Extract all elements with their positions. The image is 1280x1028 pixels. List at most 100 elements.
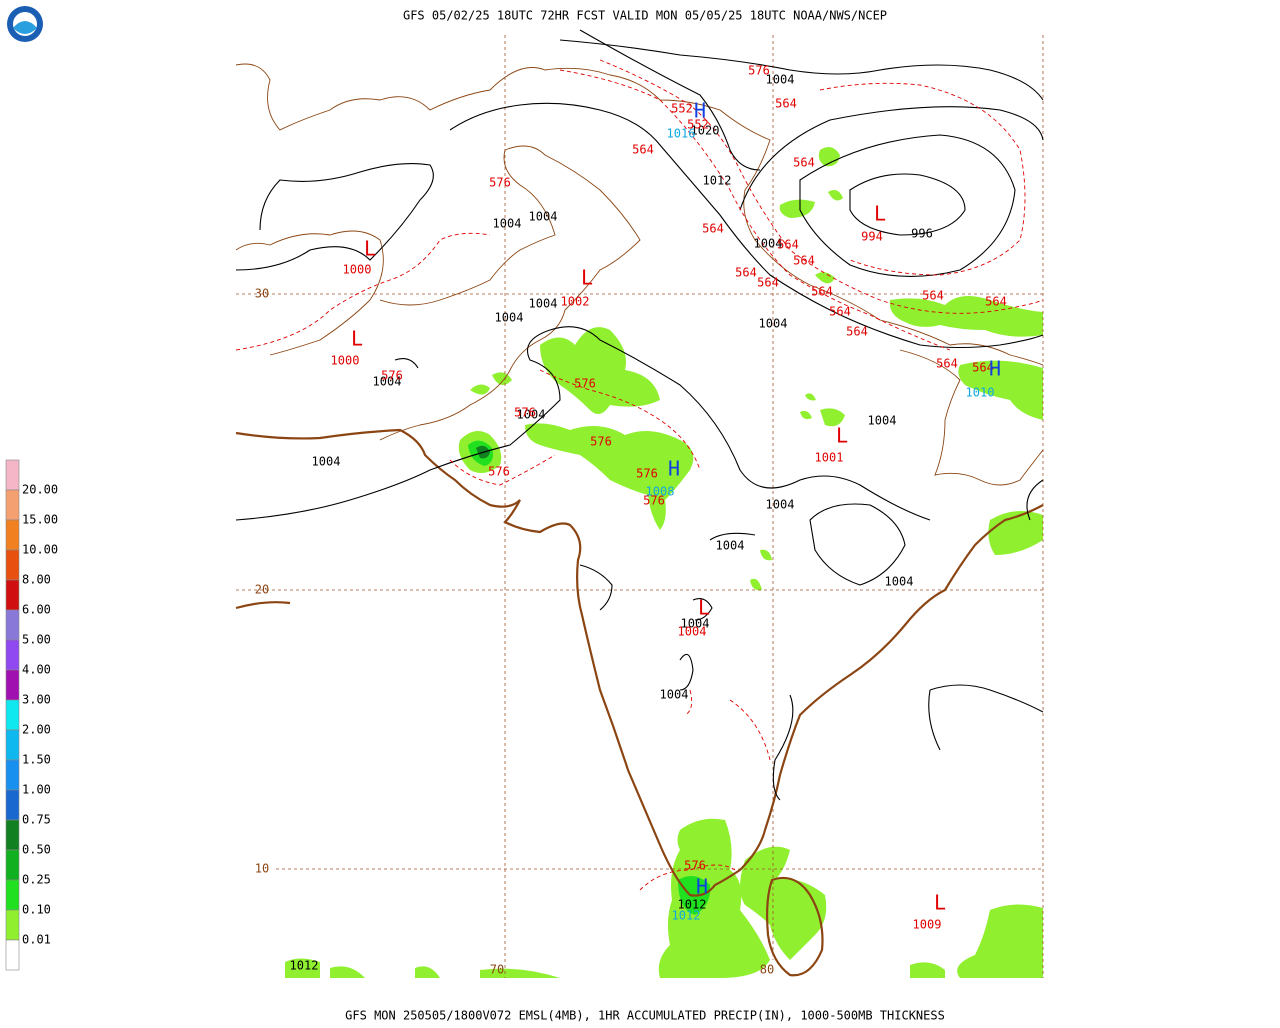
high-marker: H [696, 875, 708, 899]
legend-swatch [5, 549, 20, 581]
isobar [235, 326, 931, 521]
logo-gull [13, 21, 37, 34]
legend-swatch [5, 489, 20, 521]
legend-label: 0.10 [22, 903, 51, 917]
isobar [799, 134, 1016, 277]
coast-line [235, 428, 1044, 897]
low-value: 1009 [913, 918, 942, 932]
border-line [899, 349, 1044, 486]
isobar-label: 1004 [885, 575, 914, 589]
thickness-line [449, 454, 556, 486]
isobar-label: 1004 [754, 237, 783, 251]
isobar-label: 1004 [716, 539, 745, 553]
isobar-label: 1004 [495, 311, 524, 325]
legend-label: 1.50 [22, 753, 51, 767]
thickness-label: 564 [775, 97, 797, 111]
precip-area [958, 360, 1043, 420]
legend-label: 10.00 [22, 543, 58, 557]
thickness-label: 564 [972, 361, 994, 375]
isobar [709, 532, 756, 541]
isobar-label: 1012 [678, 898, 707, 912]
low-value: 1004 [678, 625, 707, 639]
legend-label: 4.00 [22, 663, 51, 677]
thickness-label: 576 [590, 435, 612, 449]
isobar-label: 1004 [868, 414, 897, 428]
isobar [739, 106, 1044, 211]
low-marker: L [351, 327, 363, 351]
precip [285, 146, 1043, 978]
coastline [235, 428, 1044, 977]
legend-swatch [5, 609, 20, 641]
thickness-line [684, 689, 771, 761]
low-marker: L [934, 891, 946, 915]
legend-label: 1.00 [22, 783, 51, 797]
latitude-label: 30 [255, 287, 269, 301]
color-legend: 20.00 15.00 10.00 8.00 6.00 5.00 4.00 3.00 2.00 1… [5, 459, 58, 971]
precip-area [658, 818, 770, 978]
legend-label: 0.50 [22, 843, 51, 857]
legend-label: 5.00 [22, 633, 51, 647]
thickness-label: 576 [514, 406, 536, 420]
legend-swatch [5, 699, 20, 731]
border-line [235, 63, 1044, 366]
thickness-line [639, 864, 736, 891]
thickness-label: 576 [748, 64, 770, 78]
thickness-label: 564 [757, 276, 779, 290]
isobar [849, 173, 966, 236]
precip-area [800, 393, 845, 427]
high-marker: H [694, 99, 706, 123]
legend-swatch [5, 849, 20, 881]
thickness-label: 564 [936, 357, 958, 371]
high-marker: H [668, 457, 680, 481]
thickness-line [599, 59, 1044, 314]
map-caption: GFS MON 250505/1800V072 EMSL(4MB), 1HR A… [345, 1009, 945, 1023]
precip-area [525, 423, 694, 530]
legend-swatch [5, 759, 20, 791]
isobar-label: 1012 [290, 959, 319, 973]
border-line [379, 145, 641, 441]
isobar-label: 1004 [660, 688, 689, 702]
legend-label: 0.25 [22, 873, 51, 887]
isobar [235, 163, 434, 271]
legend-swatch [5, 639, 20, 671]
thickness-label: 564 [922, 289, 944, 303]
thickness-label: 564 [811, 285, 833, 299]
isobar [772, 689, 941, 801]
isobar [809, 503, 906, 586]
thickness-line [559, 69, 951, 351]
legend-swatch [5, 669, 20, 701]
low-value: 1000 [343, 263, 372, 277]
thickness-label: 564 [793, 156, 815, 170]
low-value: 994 [861, 230, 883, 244]
latitude-label: 20 [255, 583, 269, 597]
legend-swatch [5, 729, 20, 761]
low-marker: L [874, 202, 886, 226]
isobar-label: 1004 [312, 455, 341, 469]
thickness [235, 59, 1044, 891]
thickness-label: 576 [574, 377, 596, 391]
low-marker: L [581, 266, 593, 290]
thickness-line [235, 232, 491, 351]
legend-swatch [5, 879, 20, 911]
isobar-label: 1004 [373, 375, 402, 389]
isobar-label: 1004 [681, 617, 710, 631]
thickness-label: 576 [489, 176, 511, 190]
precip-area [540, 327, 660, 414]
isobar-label: 1004 [529, 210, 558, 224]
legend-label: 15.00 [22, 513, 58, 527]
low-marker: L [836, 424, 848, 448]
thickness-label: 564 [985, 295, 1007, 309]
isobar-label: 1020 [691, 124, 720, 138]
legend-swatch [5, 909, 20, 941]
legend-swatch [5, 519, 20, 551]
noaa-logo [7, 6, 43, 42]
longitude-label: 80 [760, 963, 774, 977]
thickness-label: 564 [793, 254, 815, 268]
isobar [579, 564, 613, 611]
isobar [1026, 479, 1044, 521]
isobar-label: 1004 [493, 217, 522, 231]
high-value: 1016 [667, 127, 696, 141]
